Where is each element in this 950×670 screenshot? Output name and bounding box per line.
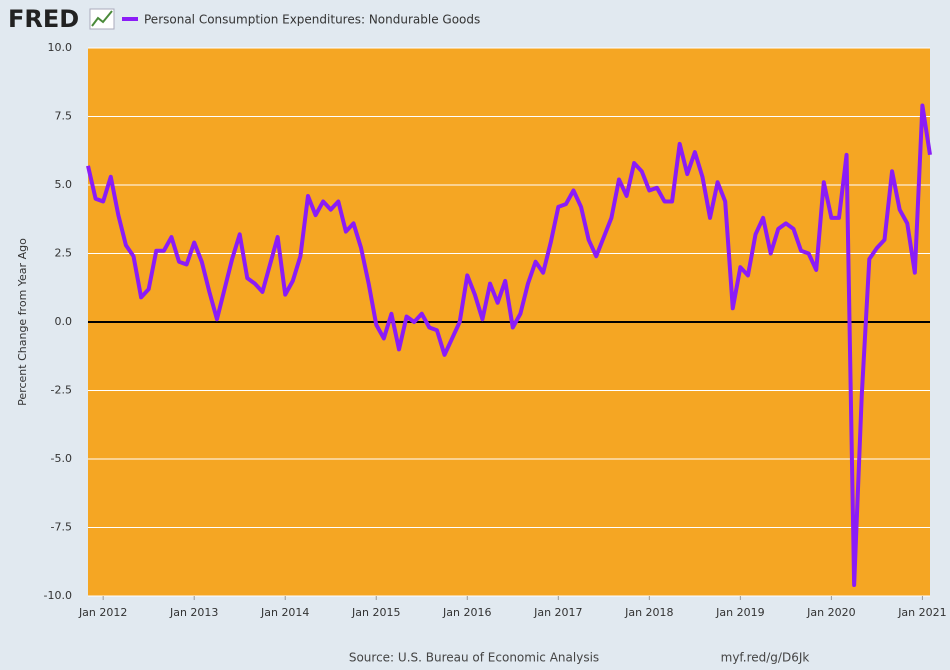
legend-label: Personal Consumption Expenditures: Nondu… — [144, 13, 480, 27]
y-tick-label: 10.0 — [48, 41, 73, 54]
x-tick-label: Jan 2017 — [533, 606, 582, 619]
y-axis-label: Percent Change from Year Ago — [16, 238, 29, 406]
x-tick-label: Jan 2019 — [715, 606, 764, 619]
x-tick-label: Jan 2021 — [897, 606, 946, 619]
y-tick-label: 5.0 — [55, 178, 73, 191]
x-tick-label: Jan 2018 — [624, 606, 673, 619]
y-tick-label: -2.5 — [51, 384, 72, 397]
x-tick-label: Jan 2014 — [260, 606, 309, 619]
y-tick-label: 2.5 — [55, 247, 73, 260]
x-tick-label: Jan 2016 — [442, 606, 491, 619]
logo-icon — [89, 8, 115, 30]
x-tick-label: Jan 2020 — [806, 606, 855, 619]
y-tick-label: -7.5 — [51, 521, 72, 534]
y-tick-label: -5.0 — [51, 452, 72, 465]
series-line — [86, 103, 932, 588]
source: Source: U.S. Bureau of Economic Analysis — [349, 651, 599, 665]
logo: FRED — [8, 5, 79, 33]
link: myf.red/g/D6Jk — [721, 651, 810, 665]
x-tick-label: Jan 2012 — [78, 606, 127, 619]
x-tick-label: Jan 2015 — [351, 606, 400, 619]
y-tick-label: -10.0 — [44, 589, 72, 602]
y-tick-label: 0.0 — [55, 315, 73, 328]
x-tick-label: Jan 2013 — [169, 606, 218, 619]
y-tick-label: 7.5 — [55, 110, 73, 123]
